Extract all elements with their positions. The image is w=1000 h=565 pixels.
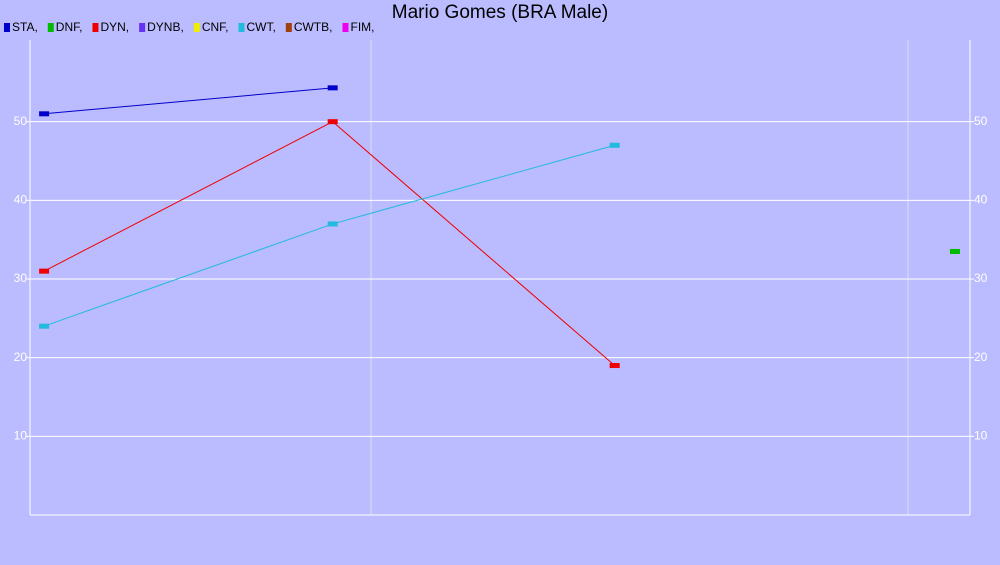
- legend-label: CWTB,: [294, 20, 333, 34]
- legend-swatch: [4, 23, 10, 32]
- legend-swatch: [285, 23, 292, 32]
- y-tick-label: 50: [974, 114, 988, 128]
- y-tick-label: 40: [974, 193, 988, 207]
- y-tick-label: 20: [14, 350, 28, 364]
- legend-label: DYNB,: [147, 20, 184, 34]
- y-tick-label: 20: [974, 350, 988, 364]
- legend-swatch: [92, 23, 99, 32]
- legend-swatch: [193, 23, 200, 32]
- legend-swatch: [342, 23, 349, 32]
- legend-swatch: [238, 23, 245, 32]
- series-line: [44, 87, 333, 115]
- point-marker: [327, 85, 338, 91]
- y-tick-label: 30: [14, 271, 28, 285]
- point-marker: [327, 221, 338, 227]
- y-tick-label: 30: [974, 271, 988, 285]
- point-marker: [609, 142, 620, 148]
- legend-swatch: [47, 23, 54, 32]
- legend-label: CNF,: [202, 20, 229, 34]
- legend-label: DNF,: [56, 20, 83, 34]
- legend-label: FIM,: [350, 20, 374, 34]
- legend-swatch: [139, 23, 146, 32]
- point-marker: [39, 111, 50, 117]
- y-tick-label: 50: [14, 114, 28, 128]
- legend-label: STA,: [12, 20, 38, 34]
- chart-title: Mario Gomes (BRA Male): [392, 2, 608, 23]
- point-marker: [327, 119, 338, 125]
- y-tick-label: 40: [14, 193, 28, 207]
- point-marker: [609, 363, 620, 369]
- point-marker: [39, 323, 50, 329]
- legend-label: CWT,: [246, 20, 275, 34]
- legend-label: DYN,: [100, 20, 129, 34]
- point-marker: [949, 248, 960, 254]
- y-tick-label: 10: [974, 429, 988, 443]
- point-marker: [39, 268, 50, 274]
- y-tick-label: 10: [14, 429, 28, 443]
